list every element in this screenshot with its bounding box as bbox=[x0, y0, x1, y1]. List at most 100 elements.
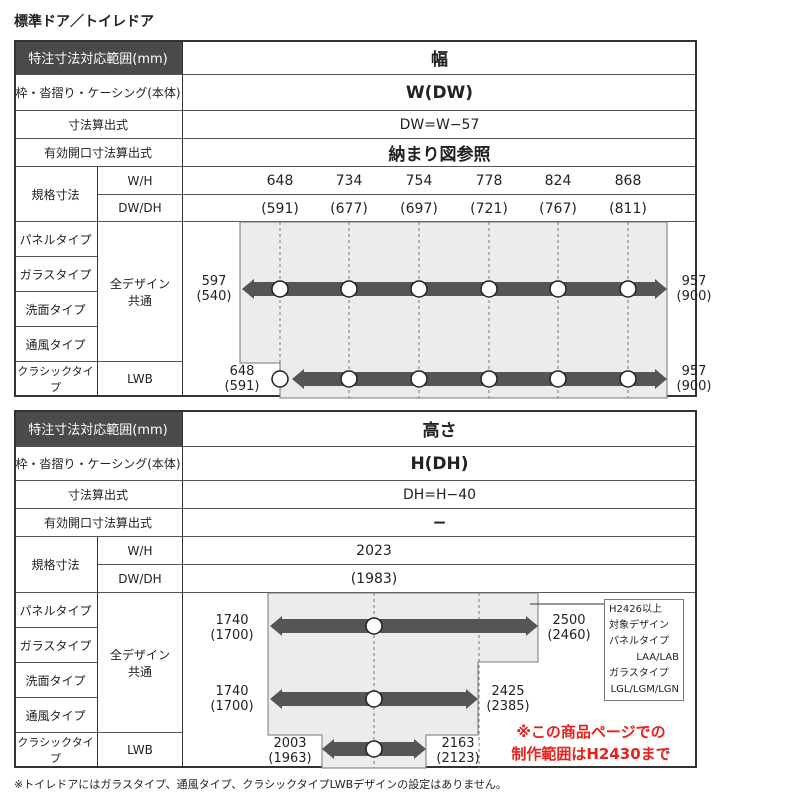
type-label: ガラスタイプ bbox=[14, 628, 98, 663]
dwdh-value: (591) bbox=[261, 200, 299, 217]
design-all-label: 全デザイン 共通 bbox=[98, 222, 183, 362]
red-note: 制作範囲はH2430まで bbox=[511, 744, 671, 763]
range-value: 648 bbox=[229, 364, 255, 379]
callout-line-text: LAA/LAB bbox=[636, 652, 679, 663]
size-point bbox=[365, 617, 383, 635]
range-value: 2163 bbox=[441, 736, 475, 751]
type-label: 通風タイプ bbox=[14, 327, 98, 362]
wh-value: 648 bbox=[266, 173, 294, 189]
range-value: (2123) bbox=[436, 751, 480, 766]
min-special: 1740 (1700) bbox=[200, 612, 264, 644]
max-lwb: 957 (900) bbox=[662, 363, 726, 395]
red-note: ※この商品ページでの bbox=[516, 722, 666, 741]
range-value: 957 bbox=[681, 364, 707, 379]
range-value: (2385) bbox=[486, 699, 530, 714]
min-all: 1740 (1700) bbox=[200, 683, 264, 715]
callout-box: H2426以上 対象デザイン パネルタイプ LAA/LAB ガラスタイプ LGL/LGM/… bbox=[604, 599, 684, 701]
callout-line-text: ガラスタイプ bbox=[609, 668, 669, 679]
range-value: 2500 bbox=[552, 613, 586, 628]
formula-label: 寸法算出式 bbox=[14, 481, 183, 509]
range-value: 2425 bbox=[491, 684, 525, 699]
range-value: (2460) bbox=[547, 628, 591, 643]
size-point bbox=[340, 370, 358, 388]
range-value: (1700) bbox=[210, 628, 254, 643]
frame-label: 枠・沓摺り・ケーシング(本体) bbox=[14, 447, 183, 481]
callout-line-text: パネルタイプ bbox=[609, 636, 669, 647]
max-special: 2500 (2460) bbox=[537, 612, 601, 644]
wh-value: 778 bbox=[475, 173, 503, 189]
type-label: ガラスタイプ bbox=[14, 257, 98, 292]
formula-label: 寸法算出式 bbox=[14, 111, 183, 139]
size-point bbox=[480, 370, 498, 388]
range-value: (540) bbox=[196, 289, 232, 304]
dwdh-value: (767) bbox=[539, 200, 577, 217]
design-all-label: 全デザイン 共通 bbox=[98, 593, 183, 733]
range-value: 597 bbox=[201, 274, 227, 289]
wh-value: 868 bbox=[614, 173, 642, 189]
range-arrow bbox=[292, 369, 667, 389]
range-value: (591) bbox=[224, 379, 260, 394]
wh-label: W/H bbox=[98, 537, 183, 565]
dwdh-value: (1983) bbox=[350, 571, 398, 587]
standard-size-label: 規格寸法 bbox=[14, 537, 98, 593]
dwdh-value: (721) bbox=[470, 200, 508, 217]
range-value: 1740 bbox=[215, 613, 249, 628]
callout-line-text: LGL/LGM/LGN bbox=[610, 684, 679, 695]
wh-value: 824 bbox=[544, 173, 572, 189]
size-point bbox=[410, 370, 428, 388]
range-value: (1700) bbox=[210, 699, 254, 714]
range-value: 2003 bbox=[273, 736, 307, 751]
type-label: 洗面タイプ bbox=[14, 663, 98, 698]
dwdh-label: DW/DH bbox=[98, 195, 183, 222]
range-value: (1963) bbox=[268, 751, 312, 766]
range-arrow bbox=[270, 616, 538, 636]
standard-size-label: 規格寸法 bbox=[14, 167, 98, 222]
type-label: パネルタイプ bbox=[14, 222, 98, 257]
size-point bbox=[271, 370, 289, 388]
size-point bbox=[619, 370, 637, 388]
size-point bbox=[365, 690, 383, 708]
range-value: (900) bbox=[676, 289, 712, 304]
dwdh-label: DW/DH bbox=[98, 565, 183, 593]
max-lwb: 2163 (2123) bbox=[426, 735, 490, 767]
max-all: 957 (900) bbox=[662, 273, 726, 305]
frame-label: 枠・沓摺り・ケーシング(本体) bbox=[14, 75, 183, 111]
dwdh-value: (697) bbox=[400, 200, 438, 217]
min-all: 597 (540) bbox=[182, 273, 246, 305]
opening-label: 有効開口寸法算出式 bbox=[14, 139, 183, 167]
footnote: ※トイレドアにはガラスタイプ、通風タイプ、クラシックタイプLWBデザインの設定は… bbox=[14, 778, 507, 791]
size-point bbox=[410, 280, 428, 298]
wh-value: 754 bbox=[405, 173, 433, 189]
dwdh-value: (677) bbox=[330, 200, 368, 217]
min-lwb: 648 (591) bbox=[210, 363, 274, 395]
min-lwb: 2003 (1963) bbox=[258, 735, 322, 767]
type-label: 通風タイプ bbox=[14, 698, 98, 733]
max-all: 2425 (2385) bbox=[476, 683, 540, 715]
size-point bbox=[480, 280, 498, 298]
range-value: (900) bbox=[676, 379, 712, 394]
size-point bbox=[619, 280, 637, 298]
range-value: 1740 bbox=[215, 684, 249, 699]
page-title: 標準ドア／トイレドア bbox=[14, 14, 154, 30]
opening-label: 有効開口寸法算出式 bbox=[14, 509, 183, 537]
range-header: 特注寸法対応範囲(mm) bbox=[14, 410, 183, 447]
size-point bbox=[271, 280, 289, 298]
dwdh-value: (811) bbox=[609, 200, 647, 217]
wh-value: 734 bbox=[335, 173, 363, 189]
size-point bbox=[549, 280, 567, 298]
size-point bbox=[549, 370, 567, 388]
size-point bbox=[340, 280, 358, 298]
callout-line-text: 対象デザイン bbox=[609, 620, 669, 631]
wh-value: 2023 bbox=[356, 543, 392, 559]
range-value: 957 bbox=[681, 274, 707, 289]
range-header: 特注寸法対応範囲(mm) bbox=[14, 40, 183, 75]
callout-line-text: H2426以上 bbox=[609, 604, 662, 615]
type-label: 洗面タイプ bbox=[14, 292, 98, 327]
wh-label: W/H bbox=[98, 167, 183, 195]
range-area bbox=[267, 592, 539, 769]
size-point bbox=[365, 740, 383, 758]
type-label: パネルタイプ bbox=[14, 593, 98, 628]
